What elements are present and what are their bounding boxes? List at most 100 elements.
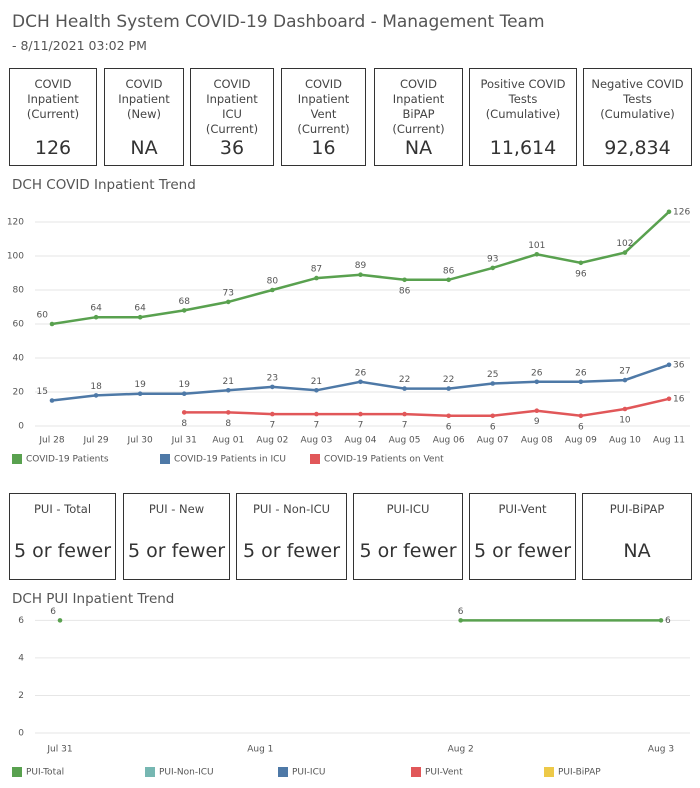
kpi-value: NA xyxy=(623,540,651,562)
data-label: 6 xyxy=(665,616,671,626)
data-label: 16 xyxy=(673,394,685,404)
x-tick-label: Jul 29 xyxy=(82,436,108,446)
data-label: 87 xyxy=(311,265,322,275)
legend-swatch xyxy=(160,454,170,464)
kpi-value: 16 xyxy=(311,137,336,159)
data-label: 68 xyxy=(178,297,190,307)
data-label: 73 xyxy=(223,288,234,298)
x-tick-label: Jul 28 xyxy=(38,436,64,446)
data-label: 26 xyxy=(531,368,543,378)
data-point xyxy=(49,398,55,403)
data-label: 64 xyxy=(134,304,146,314)
data-label: 19 xyxy=(178,380,190,390)
x-tick-label: Aug 08 xyxy=(521,436,553,446)
data-point xyxy=(270,384,275,390)
data-label: 6 xyxy=(490,422,496,432)
kpi-card: PUI-ICU 5 or fewer xyxy=(353,493,463,580)
x-tick-label: Aug 02 xyxy=(256,436,288,446)
kpi-label: Negative COVID Tests (Cumulative) xyxy=(591,77,684,121)
y-tick-label: 4 xyxy=(18,653,24,663)
kpi-card: PUI - Total 5 or fewer xyxy=(9,493,116,580)
data-point xyxy=(57,618,63,623)
data-label: 15 xyxy=(37,387,48,397)
kpi-value: 36 xyxy=(219,137,245,159)
kpi-value: 5 or fewer xyxy=(13,540,112,562)
subtitle: - 8/11/2021 03:02 PM xyxy=(12,38,147,53)
y-tick-label: 80 xyxy=(13,286,25,296)
data-label: 7 xyxy=(358,421,364,431)
title: DCH Health System COVID-19 Dashboard - M… xyxy=(12,12,545,32)
data-label: 101 xyxy=(528,241,545,251)
data-point xyxy=(402,277,407,283)
data-point xyxy=(270,287,275,293)
data-point xyxy=(446,386,451,391)
y-tick-label: 20 xyxy=(13,388,25,398)
legend-label: COVID-19 Patients on Vent xyxy=(324,455,444,465)
kpi-card: COVID Inpatient (New) NA xyxy=(104,68,184,166)
x-tick-label: Jul 31 xyxy=(46,745,72,755)
y-tick-label: 60 xyxy=(13,320,25,330)
data-point xyxy=(225,299,231,305)
x-tick-label: Aug 04 xyxy=(345,436,377,446)
data-label: 86 xyxy=(399,286,411,296)
data-point xyxy=(490,265,496,271)
data-point xyxy=(402,386,407,391)
kpi-value: 92,834 xyxy=(604,137,671,159)
data-label: 22 xyxy=(443,375,454,385)
data-label: 96 xyxy=(575,269,587,279)
series-line xyxy=(184,397,670,418)
kpi-label: PUI-Vent xyxy=(498,502,547,516)
data-label: 10 xyxy=(619,416,631,426)
x-tick-label: Aug 10 xyxy=(609,436,641,446)
legend-label: PUI-Total xyxy=(26,768,64,778)
data-point xyxy=(666,362,672,368)
data-label: 6 xyxy=(50,607,56,617)
x-tick-label: Aug 11 xyxy=(653,436,685,446)
data-label: 93 xyxy=(487,254,498,264)
data-label: 18 xyxy=(90,382,102,392)
data-point xyxy=(93,314,99,320)
y-tick-label: 100 xyxy=(7,252,24,262)
y-tick-label: 6 xyxy=(18,616,24,626)
kpi-value: 11,614 xyxy=(489,137,557,159)
x-tick-label: Aug 2 xyxy=(448,745,474,755)
kpi-label: PUI - Total xyxy=(33,502,92,516)
y-tick-label: 2 xyxy=(18,691,24,701)
data-point xyxy=(93,393,99,398)
kpi-label: PUI-BiPAP xyxy=(609,502,665,516)
data-label: 6 xyxy=(446,422,452,432)
x-tick-label: Aug 1 xyxy=(247,745,273,755)
data-point xyxy=(49,321,55,327)
data-label: 64 xyxy=(90,304,102,314)
kpi-card: Negative COVID Tests (Cumulative) 92,834 xyxy=(583,68,692,166)
data-point xyxy=(622,377,628,383)
kpi-card: COVID Inpatient ICU (Current) 36 xyxy=(190,68,274,166)
data-point xyxy=(181,308,187,313)
data-label: 27 xyxy=(619,367,630,377)
x-tick-label: Aug 05 xyxy=(389,436,421,446)
kpi-label: COVID Inpatient (New) xyxy=(118,77,170,121)
data-point xyxy=(402,411,407,417)
data-point xyxy=(270,411,275,417)
y-tick-label: 40 xyxy=(13,354,25,364)
data-point xyxy=(137,314,143,320)
kpi-value: 5 or fewer xyxy=(473,540,572,562)
data-point xyxy=(666,396,672,402)
data-point xyxy=(534,408,540,414)
data-label: 21 xyxy=(311,377,322,387)
data-label: 60 xyxy=(37,311,49,321)
kpi-label: COVID Inpatient BiPAP (Current) xyxy=(392,77,445,136)
kpi-value: 5 or fewer xyxy=(359,540,457,562)
data-label: 80 xyxy=(267,277,279,287)
x-tick-label: Aug 07 xyxy=(477,436,509,446)
data-point xyxy=(490,381,496,386)
data-point xyxy=(578,413,584,419)
y-tick-label: 120 xyxy=(7,218,24,228)
x-tick-label: Jul 30 xyxy=(127,436,153,446)
data-label: 126 xyxy=(673,207,690,217)
kpi-value: 5 or fewer xyxy=(242,540,341,562)
kpi-label: COVID Inpatient ICU (Current) xyxy=(205,77,259,136)
data-label: 25 xyxy=(487,370,498,380)
